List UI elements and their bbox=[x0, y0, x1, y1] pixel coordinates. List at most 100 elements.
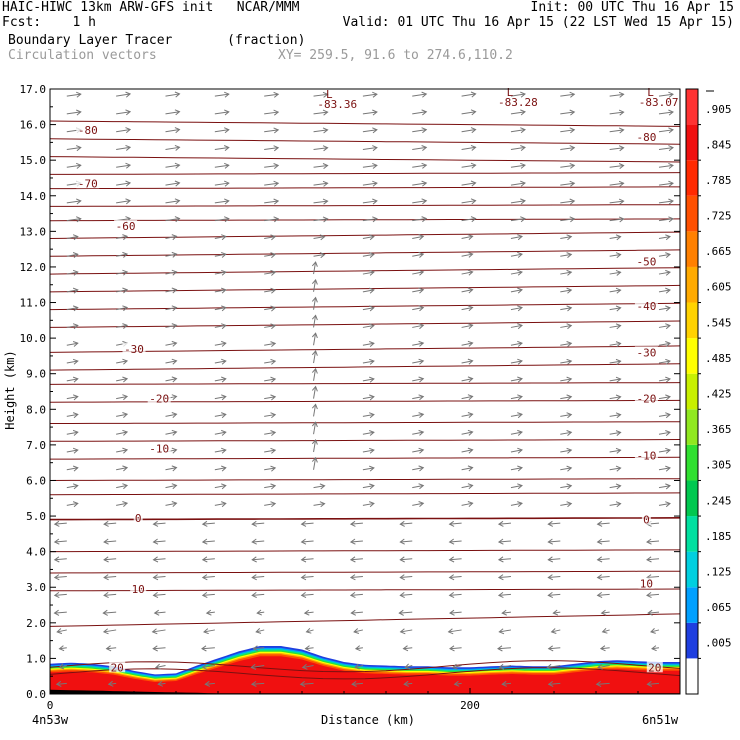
vector-arrow bbox=[510, 342, 523, 346]
vector-arrowhead bbox=[300, 574, 307, 581]
vector-arrow bbox=[66, 342, 78, 346]
vector-arrow bbox=[165, 164, 180, 168]
vector-arrowhead bbox=[319, 252, 326, 259]
vector-arrow bbox=[362, 431, 374, 435]
colorbar-swatch bbox=[686, 622, 698, 659]
y-tick-label: 2.0 bbox=[26, 617, 46, 630]
vector-arrowhead bbox=[467, 394, 474, 401]
vector-arrow bbox=[116, 164, 131, 168]
vector-arrow bbox=[214, 218, 229, 222]
contour-label: -10 bbox=[636, 450, 656, 463]
vector-arrowhead bbox=[418, 501, 425, 507]
vector-arrow bbox=[116, 111, 131, 115]
vector-arrowhead bbox=[421, 198, 428, 205]
vector-arrow bbox=[609, 236, 621, 239]
vector-arrow bbox=[399, 611, 413, 614]
vector-arrowhead bbox=[566, 465, 573, 472]
vector-arrowhead bbox=[447, 628, 454, 635]
vector-arrowhead bbox=[224, 198, 230, 205]
vector-arrow bbox=[658, 182, 674, 186]
vector-arrowhead bbox=[546, 663, 553, 670]
vector-arrowhead bbox=[668, 162, 674, 169]
vector-arrowhead bbox=[421, 127, 428, 134]
vector-arrow bbox=[351, 611, 363, 614]
vector-arrowhead bbox=[221, 394, 227, 401]
vector-arrowhead bbox=[615, 394, 622, 401]
vector-arrow bbox=[252, 540, 265, 543]
contour-label-bg bbox=[114, 220, 138, 232]
vector-arrow bbox=[264, 200, 279, 204]
vector-arrowhead bbox=[547, 520, 554, 527]
vector-arrowhead bbox=[470, 216, 477, 223]
temperature-contour bbox=[50, 456, 681, 460]
vector-arrowhead bbox=[122, 483, 129, 490]
vector-arrowhead bbox=[618, 145, 625, 152]
vector-arrow bbox=[313, 368, 317, 381]
contour-label: -70 bbox=[78, 177, 98, 190]
vector-arrow bbox=[214, 307, 226, 311]
vector-arrow bbox=[66, 253, 78, 257]
vector-arrow bbox=[350, 593, 363, 596]
vector-field-title: Circulation vectors bbox=[8, 48, 157, 63]
vector-arrow bbox=[658, 271, 671, 275]
vector-arrow bbox=[609, 396, 621, 400]
vector-arrow bbox=[313, 439, 317, 453]
vector-arrowhead bbox=[122, 376, 129, 383]
vector-arrowhead bbox=[125, 180, 132, 187]
vector-arrowhead bbox=[418, 323, 425, 330]
vector-arrow bbox=[153, 576, 166, 579]
vector-arrow bbox=[264, 360, 276, 364]
vector-arrowhead bbox=[547, 556, 554, 563]
vector-arrow bbox=[498, 522, 511, 525]
colorbar-label: .245 bbox=[705, 494, 732, 507]
vector-arrow bbox=[510, 413, 523, 417]
vector-arrow bbox=[214, 396, 226, 400]
vector-arrowhead bbox=[421, 216, 428, 223]
vector-arrow bbox=[404, 682, 413, 685]
vector-arrow bbox=[461, 271, 473, 275]
vector-arrow bbox=[362, 485, 374, 489]
vector-arrow bbox=[66, 502, 78, 506]
vector-arrowhead bbox=[520, 198, 526, 205]
colorbar-swatch bbox=[686, 373, 698, 410]
vector-arrowhead bbox=[58, 663, 65, 670]
temperature-contour bbox=[49, 156, 681, 163]
vector-arrow bbox=[301, 522, 314, 525]
vector-arrow bbox=[461, 395, 473, 400]
vector-arrowhead bbox=[103, 574, 109, 581]
vector-arrow bbox=[264, 431, 276, 435]
vector-arrow bbox=[658, 129, 674, 133]
vector-arrowhead bbox=[72, 447, 79, 454]
vector-arrow bbox=[362, 129, 377, 133]
y-tick-label: 4.0 bbox=[26, 546, 46, 559]
vector-arrowhead bbox=[221, 483, 227, 490]
vector-arrowhead bbox=[399, 520, 405, 527]
vector-arrowhead bbox=[122, 287, 129, 294]
vector-arrowhead bbox=[596, 538, 603, 545]
vector-arrow bbox=[165, 360, 177, 364]
vector-arrowhead bbox=[566, 447, 573, 454]
vector-arrow bbox=[597, 593, 610, 596]
low-marker: L bbox=[507, 86, 514, 99]
vector-arrowhead bbox=[615, 483, 622, 490]
vector-arrow bbox=[251, 665, 265, 669]
vector-arrow bbox=[412, 235, 424, 239]
vector-arrowhead bbox=[174, 162, 181, 169]
vector-arrow bbox=[205, 682, 215, 685]
colorbar-label: .605 bbox=[705, 281, 732, 294]
vector-arrowhead bbox=[566, 394, 573, 401]
vector-arrow bbox=[154, 611, 166, 614]
vector-arrowhead bbox=[221, 340, 227, 347]
vector-arrow bbox=[313, 457, 317, 470]
colorbar-swatch bbox=[686, 338, 698, 374]
x-tick-label: 200 bbox=[460, 699, 480, 712]
vector-arrowhead bbox=[418, 358, 425, 365]
vector-arrow bbox=[502, 682, 512, 685]
vector-arrowhead bbox=[618, 127, 625, 134]
vector-arrow bbox=[548, 522, 561, 525]
vector-arrowhead bbox=[372, 216, 378, 223]
vector-arrow bbox=[165, 93, 180, 97]
vector-arrow bbox=[59, 665, 67, 669]
vector-arrowhead bbox=[270, 394, 277, 401]
